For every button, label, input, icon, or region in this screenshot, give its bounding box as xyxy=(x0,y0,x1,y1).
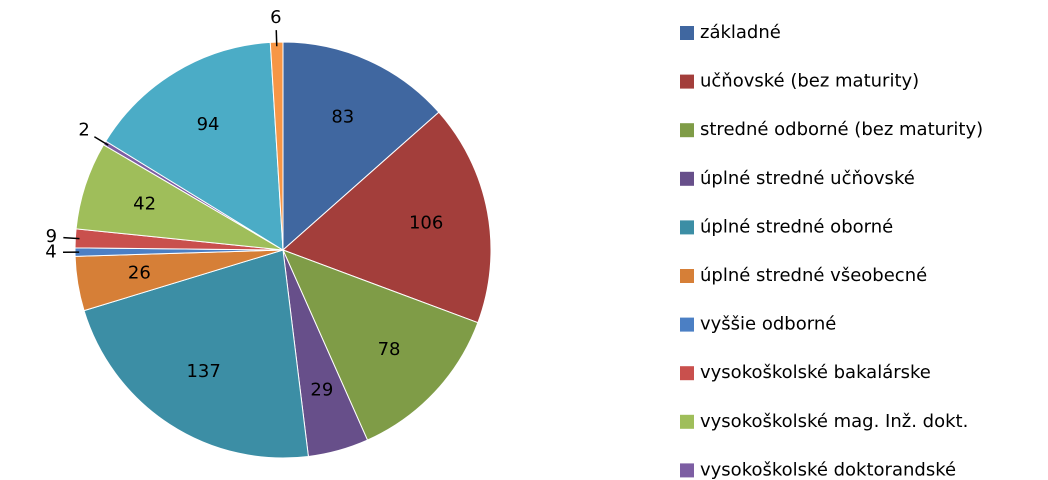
legend-swatch xyxy=(680,463,694,478)
data-label: 29 xyxy=(310,379,333,400)
legend-swatch xyxy=(680,220,694,235)
leader-line xyxy=(63,236,80,240)
pie-slice xyxy=(105,41,284,251)
data-label: 2 xyxy=(78,120,89,141)
data-label: 9 xyxy=(46,226,57,247)
legend-swatch xyxy=(680,26,694,40)
data-label: 6 xyxy=(270,7,281,28)
legend-label: vysokoškolské mag. Inž. dokt. xyxy=(700,411,968,432)
data-label: 78 xyxy=(378,339,401,360)
legend-label: stredné odborné (bez maturity) xyxy=(700,119,983,140)
legend-label: úplné stredné všeobecné xyxy=(700,265,927,286)
data-label: 94 xyxy=(197,114,220,135)
legend-swatch xyxy=(680,171,694,186)
pie-slice xyxy=(282,41,440,252)
legend-swatch xyxy=(680,414,694,429)
pie-slice xyxy=(83,249,309,459)
legend-label: vysokoškolské bakalárske xyxy=(700,362,931,383)
legend-label: úplné stredné oborné xyxy=(700,216,893,237)
data-label: 83 xyxy=(331,106,354,127)
data-label: 137 xyxy=(186,361,220,382)
legend-label: úplné stredné učňovské xyxy=(700,168,915,189)
legend-label: základné xyxy=(700,22,781,43)
pie-slice xyxy=(282,111,492,324)
legend-label: vyššie odborné xyxy=(700,314,836,335)
legend-swatch xyxy=(680,317,694,332)
legend-swatch xyxy=(680,74,694,89)
data-label: 106 xyxy=(409,212,443,233)
data-label: 42 xyxy=(133,194,156,215)
legend-swatch xyxy=(680,269,694,283)
data-label: 4 xyxy=(45,241,56,262)
data-label: 26 xyxy=(128,263,151,284)
legend-label: vysokoškolské doktorandské xyxy=(700,459,956,480)
legend-label: učňovské (bez maturity) xyxy=(700,71,919,92)
legend-swatch xyxy=(680,366,694,381)
leader-line xyxy=(93,136,109,146)
legend-swatch xyxy=(680,123,694,138)
pie-slice xyxy=(282,249,479,441)
